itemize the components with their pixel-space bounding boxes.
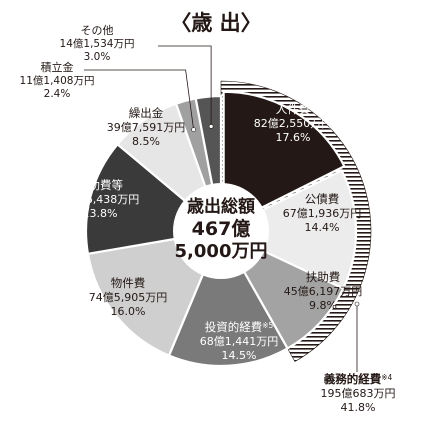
slice-6-amount: 64億6,438万円 (61, 193, 140, 206)
slice-1-pct: 17.6% (276, 131, 311, 144)
slice-2-amount: 67億1,936万円 (283, 207, 362, 220)
slice-6-name: 補助費等 (77, 178, 123, 192)
outer-ring-amount: 195億683万円 (321, 387, 396, 400)
slice-8-amount: 11億1,408万円 (20, 74, 95, 87)
outer-ring-name: 義務的経費※4 (324, 372, 393, 386)
slice-2-name: 公債費 (305, 192, 340, 206)
slice-4-name: 投資的経費※5 (205, 320, 274, 334)
center-label-line1: 歳出総額 (187, 196, 255, 217)
center-label-line3: 5,000万円 (175, 241, 268, 262)
center-hole (173, 183, 269, 279)
slice-8-leader-dot (191, 127, 196, 132)
slice-3-amount: 45億6,197万円 (284, 285, 363, 298)
slice-9-leader (158, 45, 212, 127)
pie-slice-2 (218, 168, 358, 290)
slice-7-name: 繰出金 (129, 106, 164, 120)
slice-6-pct: 13.8% (83, 207, 118, 220)
slice-5-name: 物件費 (111, 276, 146, 290)
slice-1-name: 人件費 (276, 102, 311, 116)
slice-1-amount: 82億2,550万円 (254, 117, 333, 130)
chart-title: 〈歳 出〉 (170, 11, 261, 35)
slice-2-pct: 14.4% (305, 221, 340, 234)
slice-9-name: その他 (81, 24, 114, 37)
slice-9-pct: 3.0% (84, 51, 111, 63)
pie-slice-4 (167, 228, 290, 368)
slice-4-amount: 68億1,441万円 (200, 335, 279, 348)
slice-3-name: 扶助費 (306, 270, 341, 284)
slice-3-pct: 9.8% (309, 299, 337, 312)
outer-ring-leader-dot (354, 301, 360, 307)
slice-9-leader-dot (208, 124, 214, 129)
slice-5-amount: 74億5,905万円 (89, 291, 168, 304)
center-label-line2: 467億 (192, 217, 251, 240)
slice-5-pct: 16.0% (111, 305, 146, 318)
slice-4-pct: 14.5% (222, 349, 257, 362)
outer-ring-note: ※4 (381, 373, 392, 382)
outer-ring-pct: 41.8% (341, 401, 376, 414)
slice-8-leader (84, 69, 195, 130)
slice-7-pct: 8.5% (132, 135, 160, 148)
slice-9-amount: 14億1,534万円 (60, 37, 135, 50)
slice-4-note: ※5 (262, 321, 273, 330)
slice-8-name: 積立金 (41, 60, 74, 74)
slice-7-amount: 39億7,591万円 (107, 121, 186, 134)
pie-slice-1 (222, 90, 346, 229)
slice-8-pct: 2.4% (44, 88, 71, 100)
